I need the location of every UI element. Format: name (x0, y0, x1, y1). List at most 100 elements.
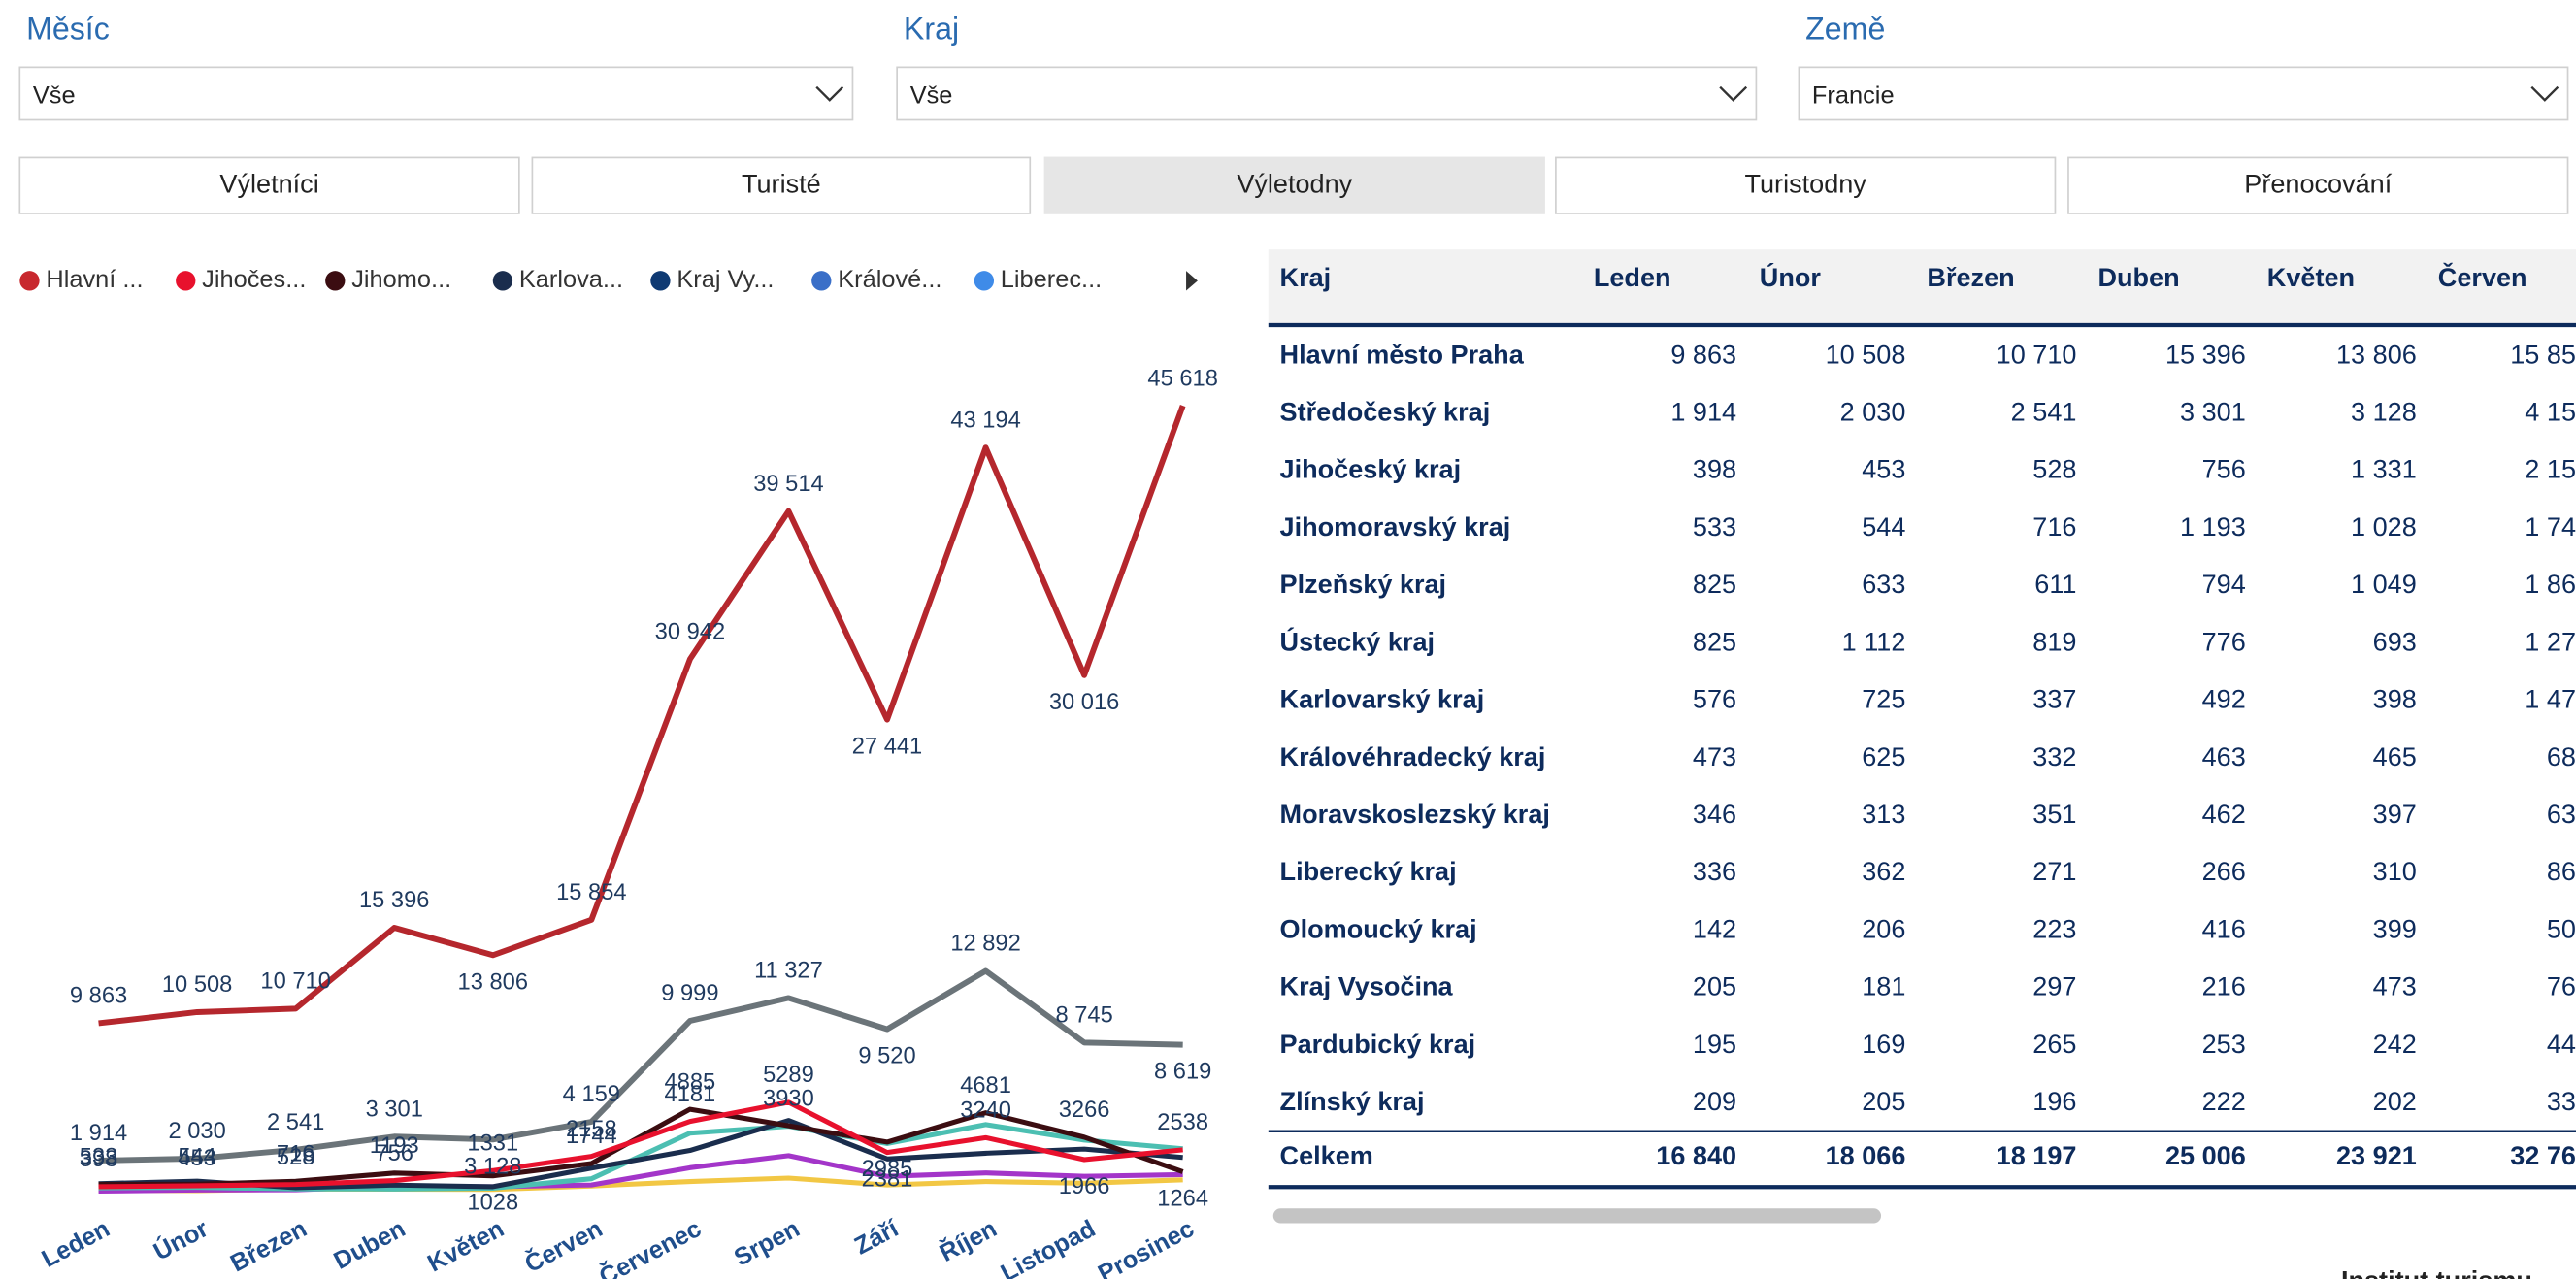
series-line (98, 967, 1183, 1164)
dropdown-box[interactable] (896, 66, 1758, 121)
data-label: 1 914 (70, 1121, 127, 1146)
table-header: Kraj (1280, 262, 1332, 292)
table-cell: 9 863 (1670, 339, 1736, 369)
table-cell: 1 193 (2180, 511, 2246, 541)
table-cell: Liberecký kraj (1280, 856, 1457, 886)
legend-label: Kraj Vy... (677, 266, 774, 293)
series-line (98, 1099, 1183, 1190)
table-cell: 693 (2373, 626, 2417, 656)
table-cell: Pardubický kraj (1280, 1029, 1476, 1059)
table-cell: 86 (2547, 856, 2576, 886)
dropdown[interactable]: Vše (18, 66, 854, 121)
table-cell: 266 (2202, 856, 2246, 886)
table-cell: 397 (2373, 799, 2417, 829)
tab-box[interactable] (1555, 156, 2057, 214)
tab-box[interactable] (531, 156, 1032, 214)
table: Kraj Leden Únor Březen Duben Květen Červen Hlav… (1268, 249, 2576, 1190)
table-cell: 1 331 (2351, 454, 2417, 484)
data-label: 15 396 (359, 888, 429, 913)
data-label: 10 508 (162, 972, 232, 998)
table-cell: 625 (1862, 741, 1905, 771)
x-tick-label: Leden (38, 1215, 115, 1273)
legend-label: Králové... (838, 266, 941, 293)
tab-button[interactable]: Výletodny (1043, 156, 1545, 214)
table-cell: 209 (1693, 1086, 1736, 1116)
table-cell: 310 (2373, 856, 2417, 886)
table-cell: 473 (2373, 971, 2417, 1001)
table-header: Červen (2438, 262, 2527, 292)
table-cell: 1 47 (2525, 684, 2576, 714)
tab-button[interactable]: Výletníci (18, 156, 520, 214)
data-label: 8 619 (1154, 1060, 1211, 1085)
chevron (1719, 85, 1748, 102)
x-tick-label: Říjen (935, 1213, 1002, 1267)
data-label: 4 159 (563, 1082, 620, 1107)
table-cell: 819 (2032, 626, 2076, 656)
legend-marker (811, 271, 832, 291)
table-cell: 716 (2032, 511, 2076, 541)
table-cell: 1 112 (1842, 626, 1906, 656)
table-cell: 271 (2032, 856, 2076, 886)
table-cell: 776 (2202, 626, 2246, 656)
table-cell: 825 (1693, 569, 1736, 599)
table-cell: 725 (1862, 684, 1905, 714)
table-cell: 3 128 (2351, 397, 2417, 427)
table-cell: 76 (2547, 971, 2576, 1001)
table-cell: 23 921 (2336, 1140, 2417, 1170)
table-cell: 16 840 (1656, 1140, 1736, 1170)
table-cell: 2 15 (2525, 454, 2576, 484)
x-tick-label: Červenec (594, 1213, 706, 1279)
legend-next-arrow[interactable] (1186, 271, 1198, 291)
table-cell: 223 (2032, 913, 2076, 943)
table-cell: 473 (1693, 741, 1736, 771)
table-header: Leden (1594, 262, 1671, 292)
data-label: 10 710 (260, 969, 330, 995)
table-cell: 2 541 (2011, 397, 2077, 427)
legend-label: Liberec... (1001, 266, 1102, 293)
data-label: 43 194 (950, 408, 1020, 433)
data-label: 2381 (862, 1167, 913, 1193)
data-label: 1331 (467, 1131, 518, 1157)
data-label: 2158 (566, 1117, 617, 1142)
tab-button[interactable]: Turistodny (1555, 156, 2057, 214)
tab-box[interactable] (2067, 156, 2569, 214)
table-cell: Královéhradecký kraj (1280, 741, 1546, 771)
data-label: 15 854 (556, 880, 626, 905)
dropdown-value: Francie (1812, 82, 1895, 110)
table-cell: 18 066 (1826, 1140, 1906, 1170)
table-cell: 825 (1693, 626, 1736, 656)
table-cell: 1 27 (2525, 626, 2576, 656)
table-cell: 181 (1862, 971, 1905, 1001)
dropdown-box[interactable] (18, 66, 854, 121)
data-label: 3930 (763, 1086, 814, 1111)
x-tick-label: Duben (329, 1215, 410, 1275)
dropdown[interactable]: Francie (1798, 66, 2569, 121)
table-cell: Hlavní město Praha (1280, 339, 1525, 369)
data-label: 2985 (862, 1157, 913, 1182)
legend-marker (492, 271, 513, 291)
table-cell: 336 (1693, 856, 1736, 886)
chevron (815, 85, 844, 102)
table-cell: 399 (2373, 913, 2417, 943)
table-cell: 1 74 (2525, 511, 2576, 541)
table-cell: 2 030 (1840, 397, 1906, 427)
tab-button[interactable]: Přenocování (2067, 156, 2569, 214)
scrollbar[interactable] (1272, 1208, 1882, 1224)
dropdown[interactable]: Vše (896, 66, 1758, 121)
data-label: 1193 (370, 1133, 419, 1159)
table-cell: Jihočeský kraj (1280, 454, 1462, 484)
tab-button[interactable]: Turisté (531, 156, 1032, 214)
dropdown-box[interactable] (1798, 66, 2569, 121)
legend-label: Karlova... (519, 266, 623, 293)
tab-box[interactable] (1043, 156, 1545, 214)
data-label: 9 520 (858, 1044, 915, 1069)
table-cell: 195 (1693, 1029, 1736, 1059)
tab-label: Výletodny (1237, 168, 1352, 198)
table-cell: 242 (2373, 1029, 2417, 1059)
table-header: Duben (2097, 262, 2179, 292)
table-cell: 216 (2202, 971, 2246, 1001)
legend-marker (650, 271, 671, 291)
tab-box[interactable] (18, 156, 520, 214)
legend-marker (325, 271, 346, 291)
